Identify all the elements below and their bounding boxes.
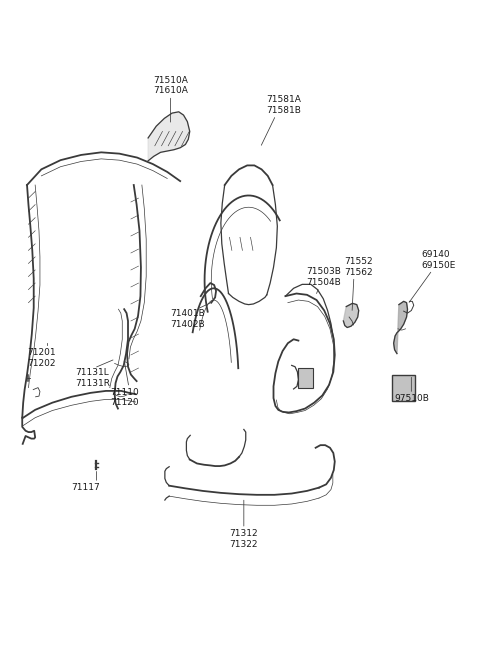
Text: 71503B
71504B: 71503B 71504B (306, 267, 341, 287)
Text: 71401B
71402B: 71401B 71402B (170, 309, 205, 329)
Bar (392, 375, 415, 401)
Text: 71581A
71581B: 71581A 71581B (266, 96, 301, 115)
Text: 71117: 71117 (72, 483, 100, 492)
Bar (299, 368, 313, 388)
Text: 71201
71202: 71201 71202 (27, 348, 56, 368)
Text: 71552
71562: 71552 71562 (344, 257, 373, 276)
Polygon shape (148, 112, 190, 161)
Text: 71312
71322: 71312 71322 (229, 529, 258, 548)
Text: 69140
69150E: 69140 69150E (421, 250, 456, 270)
Text: 71110
71120: 71110 71120 (110, 388, 139, 407)
Text: 71131L
71131R: 71131L 71131R (75, 368, 110, 388)
Polygon shape (394, 301, 408, 354)
Text: 97510B: 97510B (394, 394, 429, 403)
Polygon shape (343, 303, 359, 328)
Text: 71510A
71610A: 71510A 71610A (153, 76, 188, 96)
